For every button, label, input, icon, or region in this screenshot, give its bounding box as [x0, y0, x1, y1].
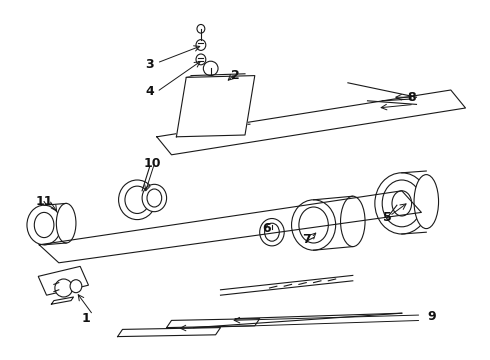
Polygon shape [167, 319, 260, 328]
Text: 5: 5 [383, 211, 392, 224]
Text: 4: 4 [145, 85, 154, 98]
Ellipse shape [147, 189, 162, 207]
Ellipse shape [265, 223, 279, 241]
Ellipse shape [186, 79, 245, 130]
Ellipse shape [56, 203, 76, 243]
Ellipse shape [196, 86, 235, 122]
Polygon shape [157, 90, 465, 155]
Text: 3: 3 [145, 58, 154, 71]
Ellipse shape [55, 279, 73, 297]
Ellipse shape [414, 175, 439, 229]
Ellipse shape [27, 205, 61, 245]
Text: 11: 11 [35, 195, 53, 208]
Ellipse shape [125, 186, 149, 213]
Text: 9: 9 [427, 310, 436, 323]
Text: 2: 2 [231, 69, 240, 82]
Ellipse shape [392, 191, 412, 216]
Ellipse shape [260, 219, 284, 246]
Ellipse shape [203, 61, 218, 76]
Ellipse shape [70, 280, 82, 293]
Ellipse shape [382, 180, 421, 227]
Text: 8: 8 [407, 91, 416, 104]
Bar [38, 266, 89, 295]
Ellipse shape [299, 207, 328, 243]
Ellipse shape [196, 54, 206, 65]
Text: 6: 6 [263, 222, 271, 235]
Ellipse shape [196, 40, 206, 50]
Text: 1: 1 [81, 312, 90, 325]
Ellipse shape [292, 200, 336, 250]
Polygon shape [39, 191, 421, 263]
Ellipse shape [119, 180, 156, 220]
Ellipse shape [341, 196, 365, 247]
Polygon shape [176, 76, 255, 137]
Polygon shape [118, 328, 220, 337]
Text: 10: 10 [143, 157, 161, 170]
Ellipse shape [197, 24, 205, 33]
Ellipse shape [375, 173, 429, 234]
Ellipse shape [34, 212, 54, 238]
Ellipse shape [142, 184, 167, 212]
Text: 7: 7 [302, 233, 311, 246]
